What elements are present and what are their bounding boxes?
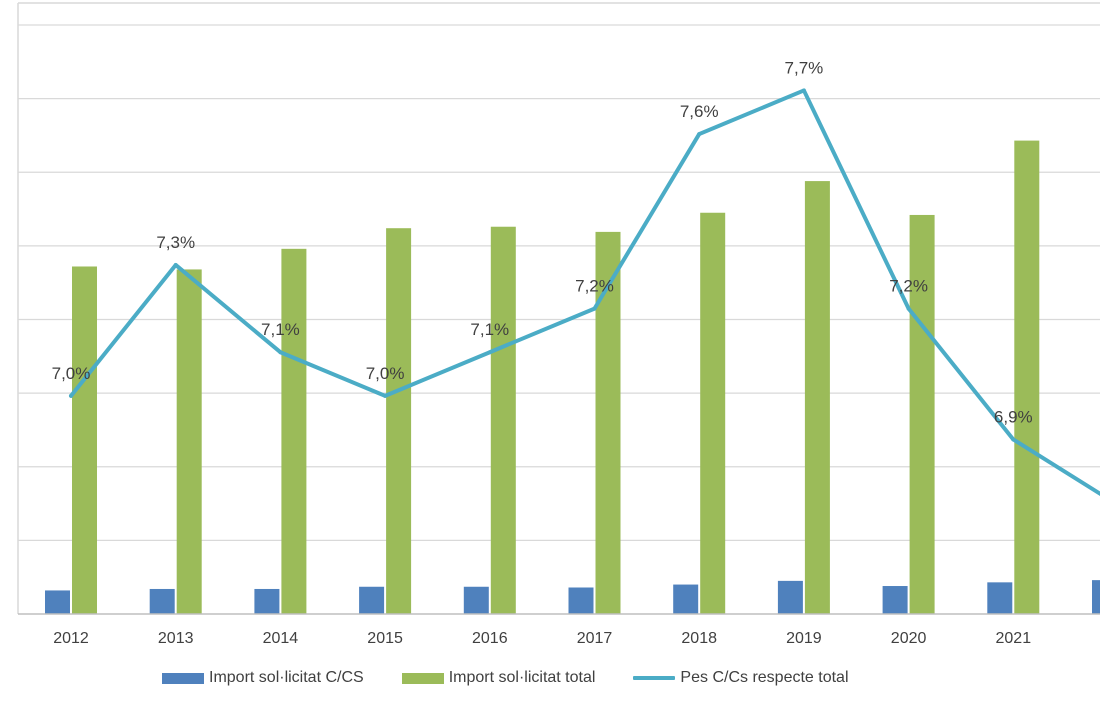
bar-import-total (804, 181, 830, 614)
bar-import-cs (987, 582, 1013, 614)
x-tick-label: 2016 (472, 630, 508, 647)
data-label: 7,7% (785, 58, 824, 77)
legend-item-import-cs: Import sol·licitat C/CS (162, 669, 364, 687)
legend-label-import-total: Import sol·licitat total (448, 669, 596, 686)
legend-line-pes (633, 676, 676, 680)
bar-import-total (909, 214, 935, 614)
line-point (801, 88, 806, 93)
line-point (697, 132, 702, 137)
data-label: 7,2% (889, 277, 928, 296)
line-pes (69, 88, 1100, 497)
legend: Import sol·licitat C/CS Import sol·licit… (162, 666, 887, 690)
bar-import-cs (149, 588, 175, 614)
data-label: 7,0% (366, 364, 405, 383)
bar-import-cs (882, 586, 908, 614)
x-tick-label: 2013 (158, 630, 194, 647)
bar-import-total (700, 212, 726, 614)
data-label: 7,0% (52, 364, 91, 383)
data-label: 6,9% (994, 407, 1033, 426)
bar-import-cs (673, 584, 699, 614)
line-point (278, 350, 283, 355)
bar-import-total (281, 248, 307, 614)
data-label: 7,1% (261, 320, 300, 339)
legend-label-pes: Pes C/Cs respecte total (680, 669, 849, 686)
legend-item-pes: Pes C/Cs respecte total (633, 669, 849, 687)
x-tick-label: 2014 (263, 630, 299, 647)
bar-import-cs (254, 588, 280, 614)
data-label: 7,1% (470, 320, 509, 339)
line-point (592, 306, 597, 311)
x-tick-label: 2012 (53, 630, 89, 647)
bar-import-cs (777, 580, 803, 614)
line-point (906, 306, 911, 311)
bar-import-total (1014, 140, 1040, 614)
x-tick-label: 2015 (367, 630, 403, 647)
line-point (69, 393, 73, 398)
line-point (383, 393, 388, 398)
legend-item-import-total: Import sol·licitat total (401, 669, 596, 687)
bar-import-total (176, 269, 202, 614)
legend-swatch-import-cs (162, 672, 204, 684)
bar-import-total (490, 226, 516, 615)
legend-swatch-import-total (401, 672, 444, 684)
x-tick-label: 2019 (786, 630, 822, 647)
data-label: 7,6% (680, 102, 719, 121)
x-tick-label: 2020 (891, 630, 927, 647)
data-label: 7,2% (575, 277, 614, 296)
x-tick-label: 2018 (681, 630, 717, 647)
bar-import-cs (359, 586, 385, 614)
x-tick-label: 2021 (996, 630, 1032, 647)
legend-label-import-cs: Import sol·licitat C/CS (209, 669, 364, 686)
bar-import-cs (1092, 580, 1100, 614)
bar-import-cs (45, 590, 70, 614)
line-point (1011, 437, 1016, 442)
bar-import-cs (463, 586, 489, 614)
bar-import-total (72, 266, 97, 614)
x-tick-label: 2017 (577, 630, 613, 647)
bar-import-total (595, 231, 621, 615)
bar-import-total (386, 228, 412, 614)
data-label: 7,3% (156, 233, 195, 252)
line-point (173, 262, 178, 267)
line-point (487, 350, 492, 355)
bar-import-cs (568, 587, 594, 614)
